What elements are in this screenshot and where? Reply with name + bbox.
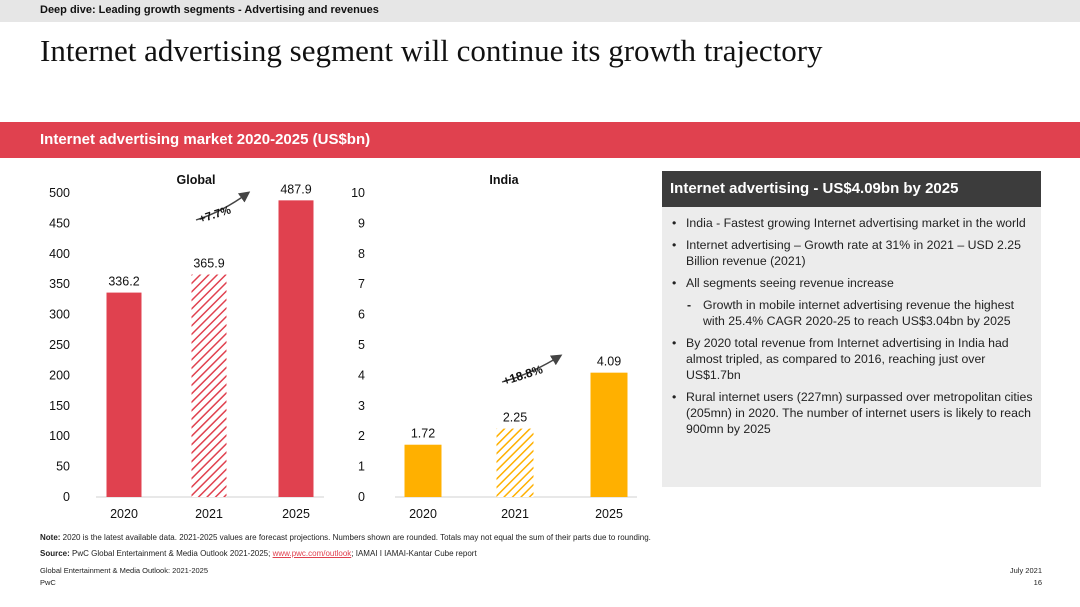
- source-line: Source: PwC Global Entertainment & Media…: [40, 549, 477, 558]
- y-tick-label: 9: [358, 216, 365, 230]
- y-tick-label: 350: [49, 277, 70, 291]
- bullet-item: • India - Fastest growing Internet advert…: [670, 215, 1035, 231]
- chart-title: India: [489, 173, 519, 187]
- y-tick-label: 4: [358, 368, 365, 382]
- sub-bullet-text: Growth in mobile internet advertising re…: [703, 298, 1015, 328]
- bullet-text: Rural internet users (227mn) surpassed o…: [686, 390, 1033, 436]
- y-tick-label: 3: [358, 399, 365, 413]
- growth-rate-label: +7.7%: [198, 204, 233, 226]
- y-tick-label: 1: [358, 460, 365, 474]
- bar-value-label: 487.9: [280, 182, 311, 196]
- chart-band-title: Internet advertising market 2020-2025 (U…: [40, 131, 371, 148]
- page-title: Internet advertising segment will contin…: [40, 33, 823, 68]
- x-tick-label: 2021: [501, 507, 529, 521]
- footer-brand: PwC: [40, 578, 56, 587]
- chart-title: Global: [177, 173, 216, 187]
- y-tick-label: 200: [49, 368, 70, 382]
- y-tick-label: 2: [358, 429, 365, 443]
- bar-2021: [496, 428, 534, 497]
- y-tick-label: 100: [49, 429, 70, 443]
- y-tick-label: 0: [358, 490, 365, 504]
- y-tick-label: 7: [358, 277, 365, 291]
- y-tick-label: 50: [56, 460, 70, 474]
- x-tick-label: 2020: [110, 507, 138, 521]
- chart-band: Internet advertising market 2020-2025 (U…: [0, 122, 1080, 158]
- insights-panel-heading: Internet advertising - US$4.09bn by 2025: [670, 180, 959, 197]
- bullet-text: India - Fastest growing Internet adverti…: [686, 216, 1026, 230]
- insights-panel-body: • India - Fastest growing Internet advert…: [670, 215, 1035, 443]
- x-tick-label: 2020: [409, 507, 437, 521]
- bar-2020: [404, 444, 442, 497]
- source-text-2: ; IAMAI I IAMAI-Kantar Cube report: [351, 549, 477, 558]
- x-tick-label: 2025: [595, 507, 623, 521]
- y-tick-label: 250: [49, 338, 70, 352]
- y-tick-label: 300: [49, 308, 70, 322]
- y-tick-label: 6: [358, 308, 365, 322]
- section-label: Deep dive: Leading growth segments - Adv…: [40, 4, 379, 16]
- x-tick-label: 2025: [282, 507, 310, 521]
- bar-value-label: 336.2: [108, 275, 139, 289]
- source-label: Source:: [40, 549, 70, 558]
- bullet-marker: •: [672, 216, 677, 230]
- y-tick-label: 500: [49, 186, 70, 200]
- bar-value-label: 1.72: [411, 427, 435, 441]
- bar-value-label: 365.9: [193, 257, 224, 271]
- y-tick-label: 150: [49, 399, 70, 413]
- bar-2025: [278, 200, 314, 497]
- bullet-marker: •: [672, 238, 677, 252]
- bullet-marker: •: [672, 336, 677, 350]
- y-tick-label: 5: [358, 338, 365, 352]
- footer-date: July 2021: [1009, 566, 1042, 575]
- x-tick-label: 2021: [195, 507, 223, 521]
- bar-2021: [191, 274, 227, 497]
- growth-arrow: [195, 191, 251, 221]
- bar-value-label: 4.09: [597, 355, 621, 369]
- note-text: 2020 is the latest available data. 2021-…: [60, 533, 651, 542]
- bar-2020: [106, 292, 142, 497]
- footer-title: Global Entertainment & Media Outlook: 20…: [40, 566, 209, 575]
- charts-area: Global050100150200250300350400450500336.…: [49, 173, 637, 521]
- bullet-item: • Internet advertising – Growth rate at 3…: [670, 237, 1035, 269]
- y-tick-label: 450: [49, 216, 70, 230]
- growth-arrow: [501, 354, 563, 383]
- footer-page-number: 16: [1033, 578, 1042, 587]
- y-tick-label: 400: [49, 247, 70, 261]
- y-tick-label: 8: [358, 247, 365, 261]
- bullet-text: All segments seeing revenue increase: [686, 276, 894, 290]
- growth-rate-label: +18.8%: [501, 362, 545, 388]
- bullet-item: • By 2020 total revenue from Internet adv…: [670, 335, 1035, 383]
- bullet-item: • All segments seeing revenue increase: [670, 275, 1035, 291]
- bullet-text: Internet advertising – Growth rate at 31…: [686, 238, 1021, 268]
- sub-bullet-item: - Growth in mobile internet advertising r…: [670, 297, 1035, 329]
- insights-panel: Internet advertising - US$4.09bn by 2025…: [662, 171, 1041, 487]
- bar-2025: [590, 372, 628, 497]
- bullet-text: By 2020 total revenue from Internet adve…: [686, 336, 1009, 382]
- note-line: Note: 2020 is the latest available data.…: [40, 533, 651, 542]
- bullet-marker: •: [672, 390, 677, 404]
- insights-panel-header: Internet advertising - US$4.09bn by 2025: [662, 171, 1041, 207]
- section-bar: Deep dive: Leading growth segments - Adv…: [0, 0, 1080, 22]
- bullet-marker: •: [672, 276, 677, 290]
- note-label: Note:: [40, 533, 61, 542]
- sub-bullet-marker: -: [687, 298, 692, 312]
- source-link[interactable]: www.pwc.com/outlook: [272, 549, 352, 558]
- bullet-item: • Rural internet users (227mn) surpassed …: [670, 389, 1035, 437]
- bar-value-label: 2.25: [503, 411, 527, 425]
- y-tick-label: 10: [351, 186, 365, 200]
- y-tick-label: 0: [63, 490, 70, 504]
- source-text: PwC Global Entertainment & Media Outlook…: [69, 549, 273, 558]
